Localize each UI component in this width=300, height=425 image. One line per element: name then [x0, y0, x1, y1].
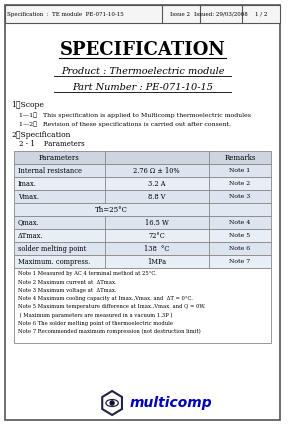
- Text: 2．Specification: 2．Specification: [11, 131, 71, 139]
- Ellipse shape: [106, 400, 118, 406]
- Text: Specification  :  TE module  PE-071-10-15: Specification : TE module PE-071-10-15: [7, 11, 123, 17]
- Text: ( Maximum parameters are measured in a vacuum 1.3P ): ( Maximum parameters are measured in a v…: [18, 312, 172, 317]
- FancyBboxPatch shape: [14, 268, 271, 343]
- Text: SPECIFICATION: SPECIFICATION: [60, 41, 225, 59]
- Text: 1．Scope: 1．Scope: [11, 101, 44, 109]
- Text: ΔTmax.: ΔTmax.: [18, 232, 44, 240]
- FancyBboxPatch shape: [14, 177, 271, 190]
- FancyBboxPatch shape: [14, 229, 271, 242]
- Text: Note 3: Note 3: [229, 194, 250, 199]
- Text: Th=25°C: Th=25°C: [95, 206, 128, 213]
- Text: 2 - 1    Parameters: 2 - 1 Parameters: [19, 140, 85, 148]
- FancyBboxPatch shape: [14, 203, 271, 216]
- Text: Note 5 Maximum temperature difference at Imax.,Vmax. and Q = 0W.: Note 5 Maximum temperature difference at…: [18, 304, 206, 309]
- Text: Imax.: Imax.: [18, 179, 37, 187]
- Text: Internal resistance: Internal resistance: [18, 167, 82, 175]
- Text: 16.5 W: 16.5 W: [145, 218, 169, 227]
- Text: Note 1: Note 1: [229, 168, 250, 173]
- Text: Product : Thermoelectric module: Product : Thermoelectric module: [61, 66, 224, 76]
- Text: multicomp: multicomp: [129, 396, 212, 410]
- Text: Qmax.: Qmax.: [18, 218, 40, 227]
- Text: Note 3 Maximum voltage at  ΔTmax.: Note 3 Maximum voltage at ΔTmax.: [18, 288, 116, 293]
- Text: 2.76 Ω ± 10%: 2.76 Ω ± 10%: [134, 167, 180, 175]
- Text: Note 4 Maximum cooling capacity at Imax.,Vmax. and  ΔT = 0°C.: Note 4 Maximum cooling capacity at Imax.…: [18, 296, 193, 301]
- FancyBboxPatch shape: [5, 5, 280, 23]
- Text: Note 7: Note 7: [229, 259, 250, 264]
- Text: Note 6 The solder melting point of thermoelectric module: Note 6 The solder melting point of therm…: [18, 321, 173, 326]
- Text: Note 2 Maximum current at  ΔTmax.: Note 2 Maximum current at ΔTmax.: [18, 280, 117, 285]
- FancyBboxPatch shape: [14, 164, 271, 177]
- Text: 8.8 V: 8.8 V: [148, 193, 166, 201]
- FancyBboxPatch shape: [14, 242, 271, 255]
- FancyBboxPatch shape: [14, 151, 271, 164]
- Text: Note 7 Recommended maximum rompression (not destruction limit): Note 7 Recommended maximum rompression (…: [18, 329, 201, 334]
- Text: Issue 2: Issue 2: [170, 11, 190, 17]
- Text: Issued: 29/03/2008: Issued: 29/03/2008: [194, 11, 248, 17]
- Text: Vmax.: Vmax.: [18, 193, 39, 201]
- Text: 72°C: 72°C: [148, 232, 165, 240]
- Text: Note 4: Note 4: [229, 220, 250, 225]
- FancyBboxPatch shape: [14, 190, 271, 203]
- Text: Part Number : PE-071-10-15: Part Number : PE-071-10-15: [72, 82, 213, 91]
- Text: Maximum. compress.: Maximum. compress.: [18, 258, 90, 266]
- Text: Parameters: Parameters: [39, 153, 80, 162]
- Text: solder melting point: solder melting point: [18, 244, 86, 252]
- Text: 1—1．   This specification is applied to Multicomp thermoelectric modules: 1—1． This specification is applied to Mu…: [19, 112, 251, 118]
- Text: Note 5: Note 5: [229, 233, 250, 238]
- Circle shape: [110, 400, 115, 406]
- Text: 1 / 2: 1 / 2: [255, 11, 267, 17]
- Text: 138  °C: 138 °C: [144, 244, 170, 252]
- FancyBboxPatch shape: [5, 5, 280, 420]
- Text: Note 6: Note 6: [229, 246, 250, 251]
- Text: Remarks: Remarks: [224, 153, 256, 162]
- Text: 3.2 A: 3.2 A: [148, 179, 166, 187]
- Text: 1MPa: 1MPa: [147, 258, 166, 266]
- FancyBboxPatch shape: [14, 216, 271, 229]
- Text: 1—2．   Revision of these specifications is carried out after consent.: 1—2． Revision of these specifications is…: [19, 121, 231, 127]
- Text: Note 1 Measured by AC 4 terminal method at 25°C.: Note 1 Measured by AC 4 terminal method …: [18, 272, 157, 277]
- Text: Note 2: Note 2: [229, 181, 250, 186]
- FancyBboxPatch shape: [14, 255, 271, 268]
